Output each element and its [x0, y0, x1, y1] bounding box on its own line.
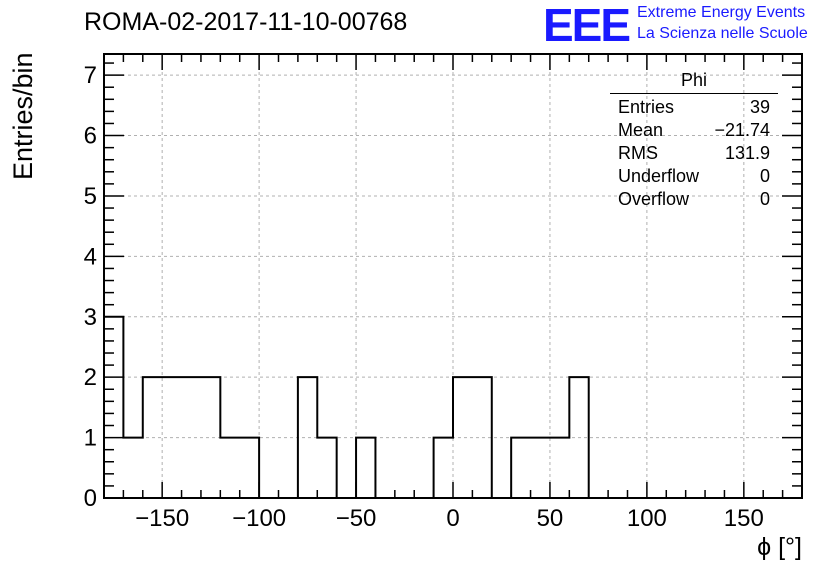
x-tick-label: −50 — [336, 505, 377, 532]
stats-value: 0 — [759, 166, 770, 186]
stats-value: 131.9 — [724, 143, 770, 163]
x-axis-label: ϕ [°] — [757, 533, 802, 561]
stats-row-entries: Entries 39 — [610, 96, 778, 119]
y-tick-label: 3 — [84, 304, 97, 331]
stats-label: RMS — [618, 143, 658, 163]
stats-label: Entries — [618, 97, 675, 117]
eee-logo: EEE — [543, 0, 631, 51]
x-tick-label: −150 — [135, 505, 189, 532]
stats-value: −21.74 — [714, 120, 770, 140]
stats-label: Overflow — [618, 189, 690, 209]
stats-row-underflow: Underflow 0 — [610, 165, 778, 188]
stats-row-overflow: Overflow 0 — [610, 188, 778, 211]
stats-box-title: Phi — [610, 70, 778, 94]
y-tick-label: 2 — [84, 364, 97, 391]
logo-text-line2: La Scienza nelle Scuole — [637, 25, 808, 42]
y-tick-label: 1 — [84, 425, 97, 452]
x-tick-label: 100 — [627, 505, 667, 532]
x-tick-label: 50 — [537, 505, 564, 532]
logo-text-line1: Extreme Energy Events — [637, 4, 806, 21]
chart-title: ROMA-02-2017-11-10-00768 — [84, 8, 408, 36]
y-tick-label: 5 — [84, 183, 97, 210]
y-tick-label: 6 — [84, 123, 97, 150]
stats-row-rms: RMS 131.9 — [610, 142, 778, 165]
x-tick-label: −100 — [232, 505, 286, 532]
y-tick-label: 7 — [84, 62, 97, 89]
x-tick-label: 150 — [724, 505, 764, 532]
stats-row-mean: Mean −21.74 — [610, 119, 778, 142]
stats-value: 0 — [759, 189, 770, 209]
stats-label: Mean — [618, 120, 664, 140]
stats-label: Underflow — [618, 166, 700, 186]
y-tick-label: 4 — [84, 243, 97, 270]
y-tick-label: 0 — [84, 485, 97, 512]
stats-box: Phi Entries 39 Mean −21.74 RMS 131.9 Und… — [610, 70, 778, 211]
stats-value: 39 — [749, 97, 770, 117]
x-tick-label: 0 — [446, 505, 459, 532]
